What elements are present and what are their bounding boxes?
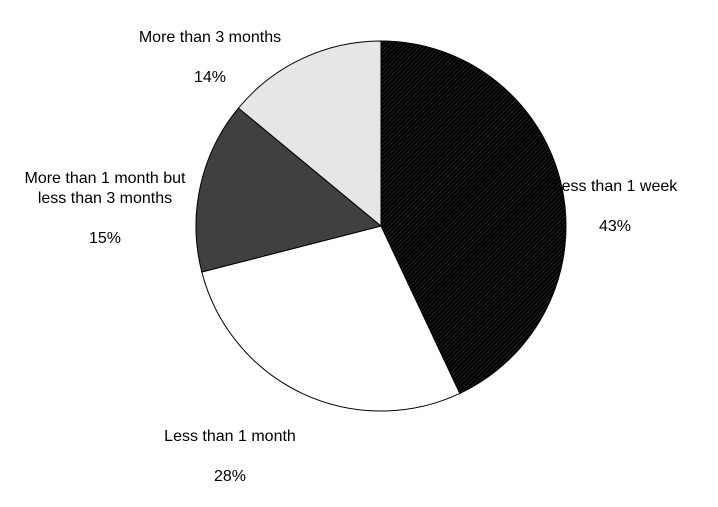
pie-chart: Less than 1 week 43% Less than 1 month 2… (0, 8, 690, 485)
slice-name: Less than 1 month (164, 428, 296, 445)
pie-slices (195, 40, 567, 412)
slice-percent: 28% (213, 468, 247, 485)
pie-slice-1 (201, 225, 461, 412)
pie-slice-2 (195, 107, 383, 273)
slice-name: More than 1 month but less than 3 months (24, 170, 186, 207)
slice-name: More than 3 months (138, 29, 282, 46)
slice-percent: 15% (88, 230, 122, 247)
pie-slice-0 (380, 40, 567, 395)
slice-percent: 43% (598, 218, 632, 235)
slice-name: Less than 1 week (552, 178, 678, 195)
pie-slice-3 (237, 40, 382, 228)
pie-svg (195, 40, 567, 412)
slice-percent: 14% (193, 69, 227, 86)
slice-label-less-than-1-month: Less than 1 month 28% (130, 407, 330, 507)
slice-label-less-than-1-week: Less than 1 week 43% (540, 157, 690, 257)
slice-label-more-than-3-months: More than 3 months 14% (110, 8, 310, 108)
slice-label-1-to-3-months: More than 1 month but less than 3 months… (0, 149, 210, 269)
